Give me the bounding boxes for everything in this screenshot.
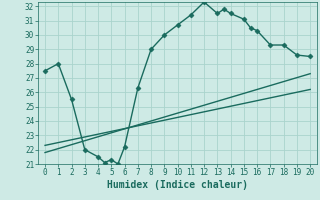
X-axis label: Humidex (Indice chaleur): Humidex (Indice chaleur) bbox=[107, 180, 248, 190]
